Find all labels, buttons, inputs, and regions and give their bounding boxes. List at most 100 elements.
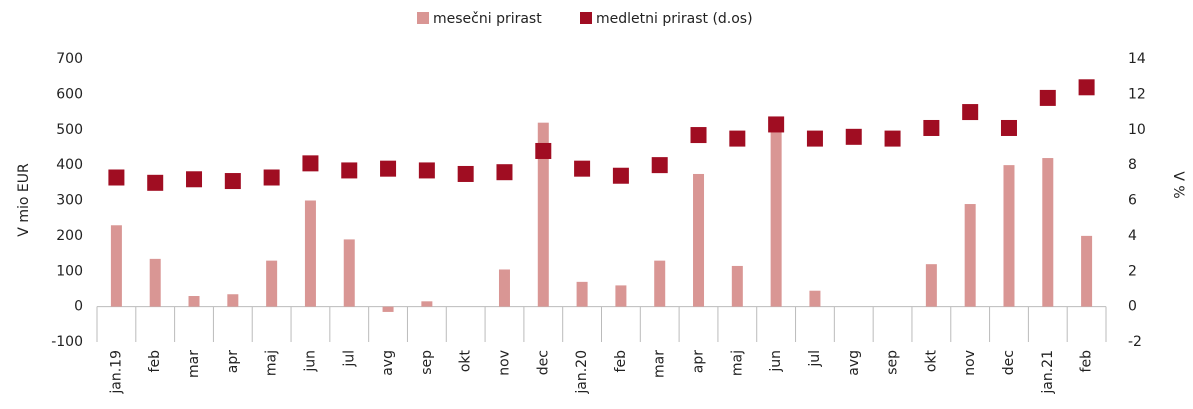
x-tick-label: sep <box>419 350 435 375</box>
y-tick-label: 200 <box>56 228 83 244</box>
x-tick-label: apr <box>691 350 707 373</box>
bar <box>731 265 743 307</box>
y-axis-label: V mio EUR <box>16 163 32 237</box>
bar <box>654 260 666 307</box>
x-tick-label: jan.19 <box>108 350 124 395</box>
bar <box>809 290 821 307</box>
x-tick-label: feb <box>1079 350 1095 373</box>
x-tick-label: dec <box>535 350 551 375</box>
y2-tick-label: 2 <box>1128 263 1137 279</box>
marker <box>302 155 319 172</box>
x-tick-label: feb <box>613 350 629 373</box>
marker <box>612 167 629 184</box>
y2-tick-label: -2 <box>1128 334 1142 350</box>
bar <box>343 239 355 307</box>
bar <box>537 122 549 307</box>
y2-tick-label: 6 <box>1128 193 1137 209</box>
x-tick-label: avg <box>846 350 862 376</box>
marker <box>341 162 358 179</box>
marker <box>186 171 203 188</box>
bar <box>382 306 394 312</box>
y2-tick-label: 4 <box>1128 228 1137 244</box>
y-tick-label: 100 <box>56 263 83 279</box>
legend-swatch <box>417 12 429 24</box>
marker <box>729 130 746 147</box>
x-tick-label: sep <box>885 350 901 375</box>
y2-tick-label: 10 <box>1128 122 1146 138</box>
bar <box>576 281 588 307</box>
x-tick-label: avg <box>380 350 396 376</box>
legend-label: medletni prirast (d.os) <box>596 11 753 27</box>
y-tick-label: 700 <box>56 51 83 67</box>
bar <box>770 129 782 307</box>
x-tick-label: nov <box>962 350 978 376</box>
y2-tick-label: 14 <box>1128 51 1146 67</box>
y-tick-label: 300 <box>56 193 83 209</box>
marker <box>1000 119 1017 136</box>
x-tick-label: maj <box>264 350 280 376</box>
x-tick-label: mar <box>652 350 668 378</box>
y2-tick-label: 8 <box>1128 157 1137 173</box>
marker <box>263 169 280 186</box>
marker <box>768 116 785 133</box>
y2-tick-label: 0 <box>1128 299 1137 315</box>
bar <box>1081 235 1093 307</box>
marker <box>690 127 707 144</box>
marker <box>224 173 241 190</box>
bar <box>227 294 239 307</box>
bar <box>421 301 433 307</box>
x-tick-label: jul <box>807 350 823 368</box>
marker <box>651 157 668 174</box>
marker <box>884 130 901 147</box>
y-tick-label: 600 <box>56 86 83 102</box>
x-tick-label: dec <box>1001 350 1017 375</box>
bar <box>188 296 200 307</box>
marker <box>147 174 164 191</box>
y-tick-label: -100 <box>51 334 83 350</box>
bar <box>615 285 627 307</box>
x-tick-label: feb <box>147 350 163 373</box>
bar <box>1042 158 1054 307</box>
bar <box>964 204 976 307</box>
y2-axis-label: V % <box>1170 171 1186 198</box>
marker <box>574 160 591 177</box>
x-tick-label: maj <box>729 350 745 376</box>
marker <box>845 128 862 145</box>
x-tick-label: jun <box>768 350 784 373</box>
y2-tick-label: 12 <box>1128 86 1146 102</box>
bar <box>925 264 937 307</box>
marker <box>418 162 435 179</box>
marker <box>535 142 552 159</box>
y-tick-label: 400 <box>56 157 83 173</box>
marker <box>1039 89 1056 106</box>
bar <box>149 258 161 307</box>
marker <box>108 169 125 186</box>
x-tick-label: apr <box>225 350 241 373</box>
x-tick-label: okt <box>458 349 474 372</box>
x-tick-label: nov <box>496 350 512 376</box>
marker <box>496 164 513 181</box>
marker <box>962 104 979 121</box>
marker <box>806 130 823 147</box>
bar <box>693 173 705 307</box>
x-tick-label: jun <box>302 350 318 373</box>
x-tick-label: jan.21 <box>1040 350 1056 395</box>
bar <box>110 225 122 307</box>
marker <box>457 165 474 182</box>
bar <box>1003 165 1015 307</box>
legend-swatch <box>580 12 592 24</box>
x-tick-label: jul <box>341 350 357 368</box>
marker <box>380 160 397 177</box>
bar <box>498 269 510 307</box>
x-tick-label: jan.20 <box>574 350 590 395</box>
marker <box>1078 79 1095 96</box>
bar <box>266 260 278 307</box>
legend-label: mesečni prirast <box>433 11 542 27</box>
bar <box>304 200 316 307</box>
marker <box>923 119 940 136</box>
y-tick-label: 0 <box>74 299 83 315</box>
x-tick-label: okt <box>923 349 939 372</box>
y-tick-label: 500 <box>56 122 83 138</box>
x-tick-label: mar <box>186 350 202 378</box>
